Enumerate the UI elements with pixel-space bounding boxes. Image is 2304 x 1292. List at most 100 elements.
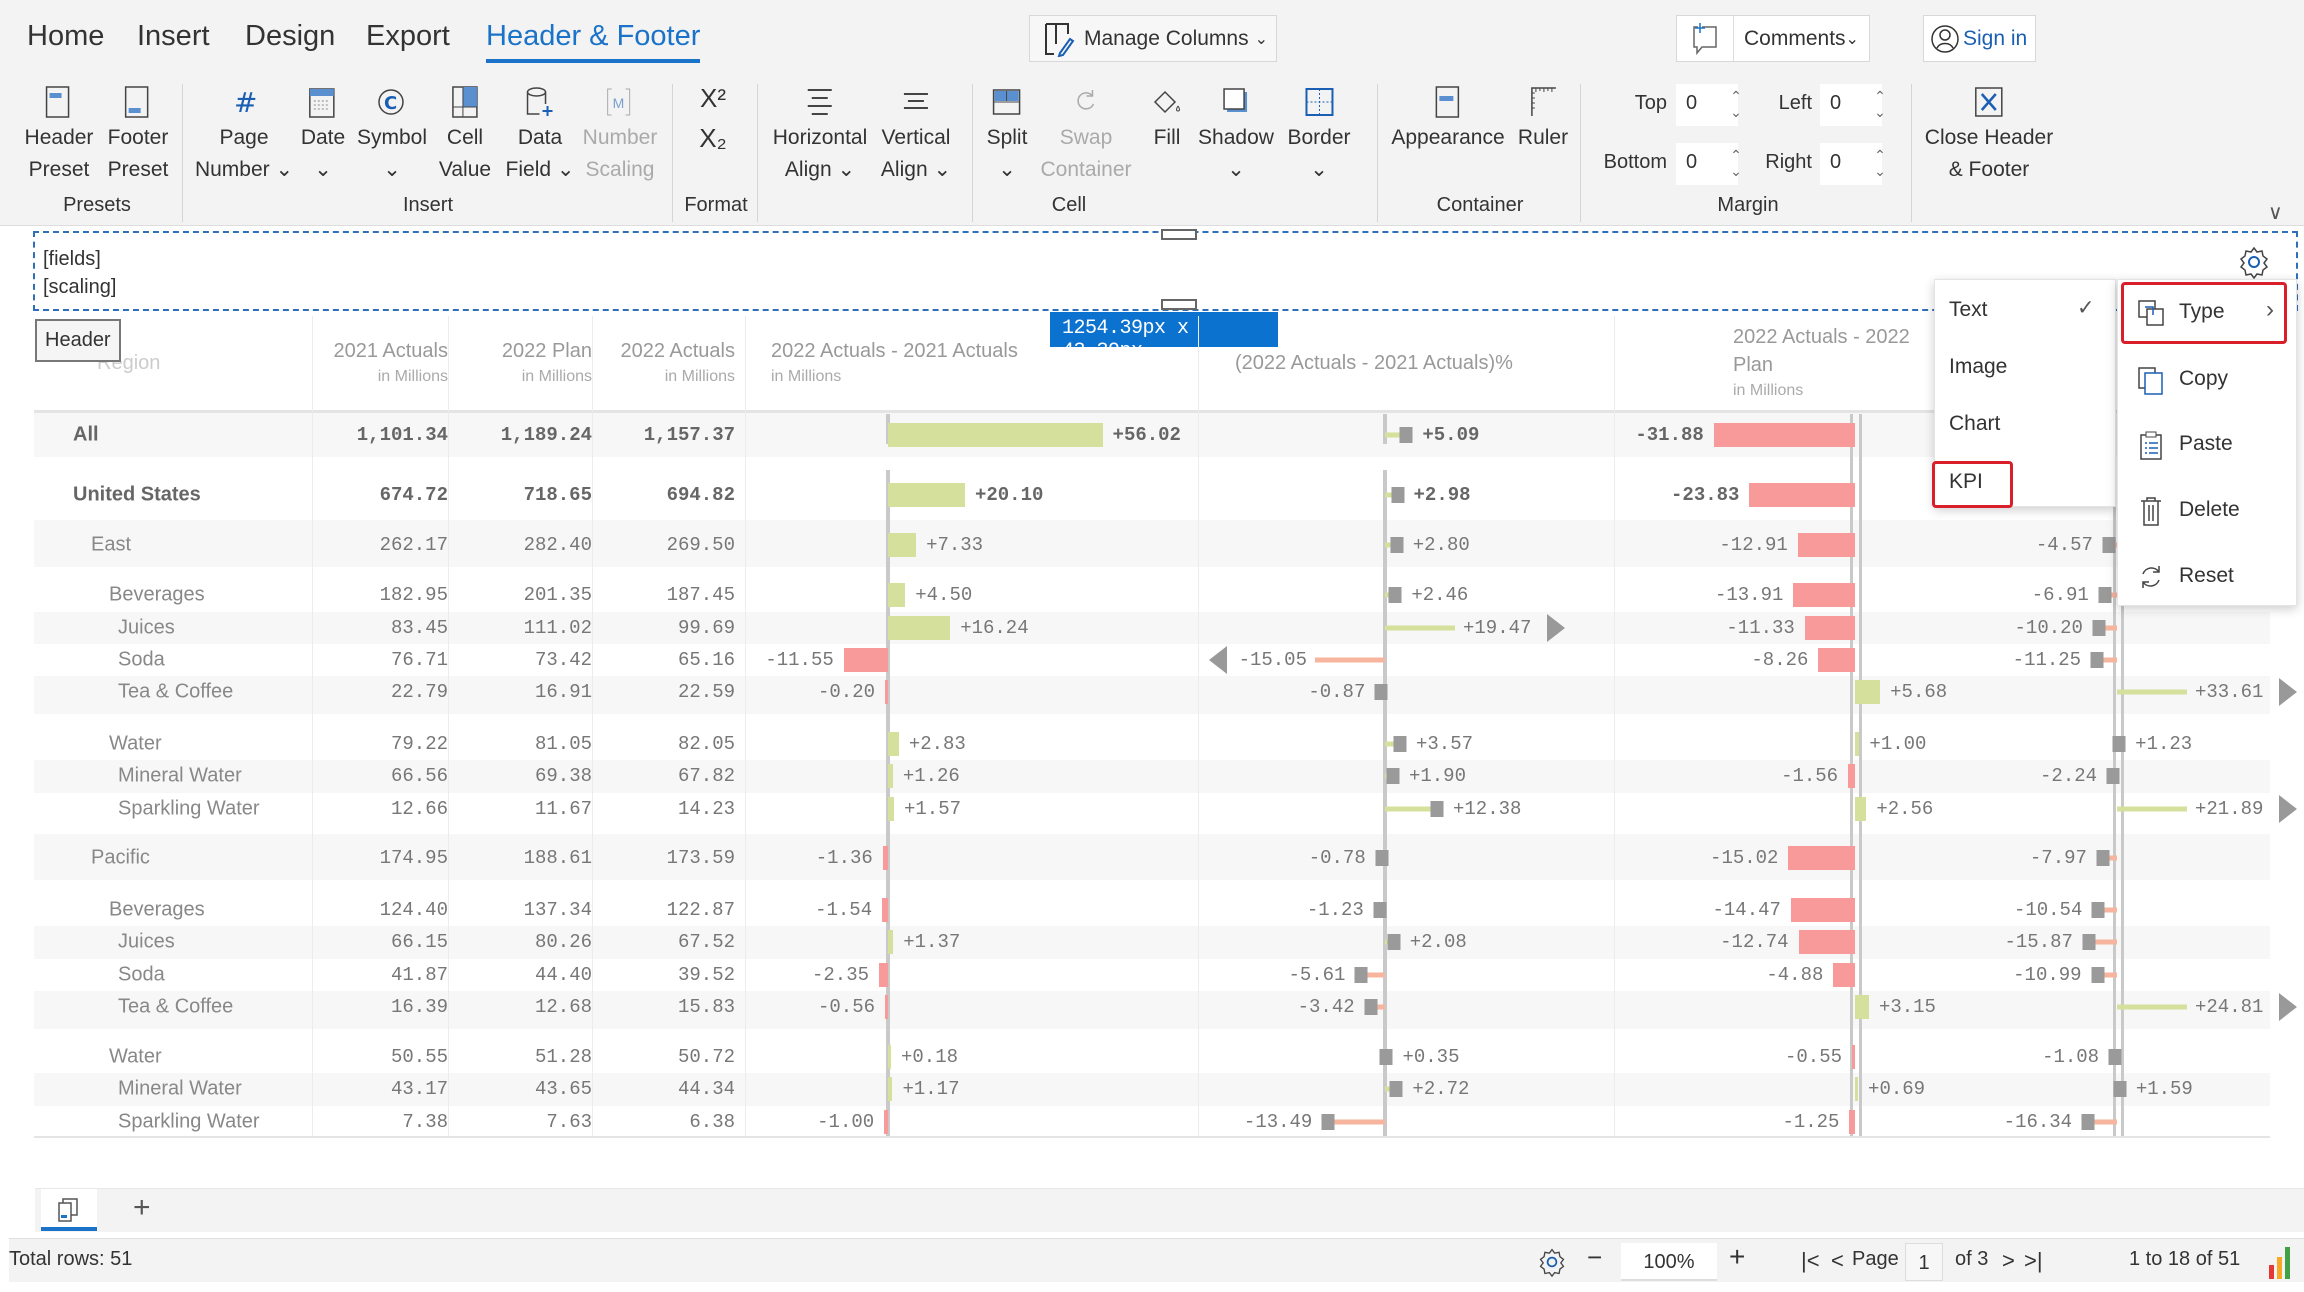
margin-top-label: Top xyxy=(1634,92,1667,114)
cell-value-button[interactable]: Cell Value xyxy=(439,84,491,186)
margin-left-input[interactable]: 0 xyxy=(1820,84,1882,126)
table-row-band xyxy=(34,520,2270,567)
margin-right-input[interactable]: 0 xyxy=(1820,143,1882,185)
horizontal-align-button[interactable]: Horizontal Align ⌄ xyxy=(773,84,867,186)
context-menu-item-reset[interactable]: Reset xyxy=(2118,552,2296,602)
submenu-item-chart[interactable]: Chart xyxy=(1949,412,2001,435)
shadow-button[interactable]: Shadow ⌄ xyxy=(1198,84,1274,186)
subscript-button[interactable]: X₂ xyxy=(699,120,726,156)
header-preset-button[interactable]: Header Preset xyxy=(25,84,93,186)
tab-header-footer[interactable]: Header & Footer xyxy=(486,20,701,63)
tab-export[interactable]: Export xyxy=(366,20,450,52)
date-button[interactable]: Date ⌄ xyxy=(301,84,345,186)
table-cell: 7.38 xyxy=(402,1111,448,1133)
margin-bottom-label: Bottom xyxy=(1603,151,1667,173)
chart-axis xyxy=(886,414,890,444)
column-header: 2022 Actuals xyxy=(620,340,735,362)
swap-container-label-line2: Container xyxy=(1040,158,1132,181)
context-menu-item-paste[interactable]: Paste xyxy=(2118,420,2296,470)
table-cell: 187.45 xyxy=(666,584,735,606)
first-page-button[interactable]: |< xyxy=(1801,1248,1820,1273)
swap-container-button[interactable]: Swap Container xyxy=(1040,84,1132,186)
margin-top-input[interactable]: 0 xyxy=(1676,84,1738,126)
collapse-ribbon-chevron-icon[interactable]: ∨ xyxy=(2268,202,2283,224)
page-tab[interactable] xyxy=(41,1189,97,1231)
d4-label: +33.61 xyxy=(2195,681,2264,703)
zoom-in-button[interactable]: + xyxy=(1729,1241,1746,1272)
sign-in-button[interactable]: Sign in xyxy=(1923,15,2036,62)
last-page-button[interactable]: >| xyxy=(2024,1248,2043,1273)
page-number-input[interactable]: 1 xyxy=(1905,1243,1943,1281)
context-menu-label: Delete xyxy=(2179,498,2240,521)
split-button[interactable]: Split ⌄ xyxy=(987,84,1028,186)
d4-marker xyxy=(2106,768,2120,784)
context-menu-item-type[interactable]: Type › xyxy=(2118,288,2296,338)
d3-label: -31.88 xyxy=(1635,424,1704,446)
comments-button[interactable]: Comments ⌄ xyxy=(1676,15,1870,62)
border-button[interactable]: Border ⌄ xyxy=(1287,84,1351,186)
superscript-button[interactable]: X² xyxy=(700,80,726,116)
symbol-button[interactable]: C Symbol ⌄ xyxy=(357,84,427,186)
row-label: Beverages xyxy=(109,583,205,606)
d2-label: -3.42 xyxy=(1297,996,1355,1018)
margin-top-stepper[interactable]: ⌃ ⌄ xyxy=(1730,88,1742,120)
vertical-align-button[interactable]: Vertical Align ⌄ xyxy=(881,84,951,186)
tab-home[interactable]: Home xyxy=(27,20,105,52)
d2-pin-line xyxy=(1385,625,1455,631)
submenu-item-image[interactable]: Image xyxy=(1949,355,2008,378)
margin-left-stepper[interactable]: ⌃ ⌄ xyxy=(1874,88,1886,120)
add-page-button[interactable]: + xyxy=(133,1191,151,1224)
next-page-button[interactable]: > xyxy=(2002,1248,2015,1273)
submenu-item-text[interactable]: Text xyxy=(1949,298,1988,321)
tab-design[interactable]: Design xyxy=(245,20,336,52)
d1-bar xyxy=(884,1110,888,1134)
d4-pin-line xyxy=(2117,1086,2120,1092)
d3-label: +3.15 xyxy=(1878,996,1936,1018)
header-container[interactable]: [fields] [scaling] xyxy=(33,231,2298,311)
page-number-button[interactable]: # Page Number ⌄ xyxy=(195,84,293,186)
d2-label: +0.35 xyxy=(1402,1046,1460,1068)
gear-icon[interactable] xyxy=(2237,245,2271,280)
d1-label: +1.37 xyxy=(903,931,961,953)
margin-right-stepper[interactable]: ⌃ ⌄ xyxy=(1874,147,1886,179)
database-add-icon xyxy=(506,84,575,120)
page-number-label-line1: Page xyxy=(219,126,269,149)
divider xyxy=(972,84,973,222)
data-field-button[interactable]: Data Field ⌄ xyxy=(506,84,575,186)
d4-marker xyxy=(2081,1114,2095,1130)
d1-bar xyxy=(888,764,893,788)
ruler-button[interactable]: Ruler xyxy=(1518,84,1568,154)
submenu-item-kpi[interactable]: KPI xyxy=(1949,470,1983,493)
footer-preset-button[interactable]: Footer Preset xyxy=(108,84,168,186)
resize-handle-top[interactable] xyxy=(1161,229,1197,240)
number-scaling-button[interactable]: M Number Scaling xyxy=(583,84,657,186)
prev-page-button[interactable]: < xyxy=(1831,1248,1844,1273)
add-comment-icon[interactable] xyxy=(1677,16,1734,61)
d4-pin-line xyxy=(2098,907,2117,913)
row-label: Tea & Coffee xyxy=(118,995,234,1018)
zoom-out-button[interactable]: − xyxy=(1587,1242,1603,1272)
margin-bottom-input[interactable]: 0 xyxy=(1676,143,1738,185)
context-menu-item-copy[interactable]: Copy xyxy=(2118,355,2296,405)
split-icon xyxy=(987,84,1028,120)
resize-handle-bottom[interactable] xyxy=(1161,299,1197,310)
outlier-arrow-icon xyxy=(1208,646,1227,674)
margin-bottom-stepper[interactable]: ⌃ ⌄ xyxy=(1730,147,1742,179)
header-field-text[interactable]: [fields] [scaling] xyxy=(43,245,116,301)
context-menu-item-delete[interactable]: Delete xyxy=(2118,486,2296,536)
d1-label: +56.02 xyxy=(1112,424,1181,446)
appearance-button[interactable]: Appearance xyxy=(1391,84,1505,154)
group-label-insert: Insert xyxy=(402,194,454,216)
chart-axis xyxy=(886,470,890,1136)
column-header: 2022 Actuals - 2021 Actuals xyxy=(771,340,1018,362)
settings-gear-icon[interactable] xyxy=(1537,1247,1567,1283)
zoom-level-input[interactable]: 100% xyxy=(1621,1243,1717,1281)
manage-columns-button[interactable]: Manage Columns ⌄ xyxy=(1029,15,1277,62)
table-cell: 282.40 xyxy=(523,534,592,556)
d2-marker xyxy=(1386,768,1400,784)
tab-insert[interactable]: Insert xyxy=(137,20,210,52)
fill-button[interactable]: Fill xyxy=(1149,84,1185,154)
d3-bar xyxy=(1848,764,1855,788)
close-header-footer-button[interactable]: Close Header & Footer xyxy=(1925,84,2053,186)
table-cell: 174.95 xyxy=(379,847,448,869)
